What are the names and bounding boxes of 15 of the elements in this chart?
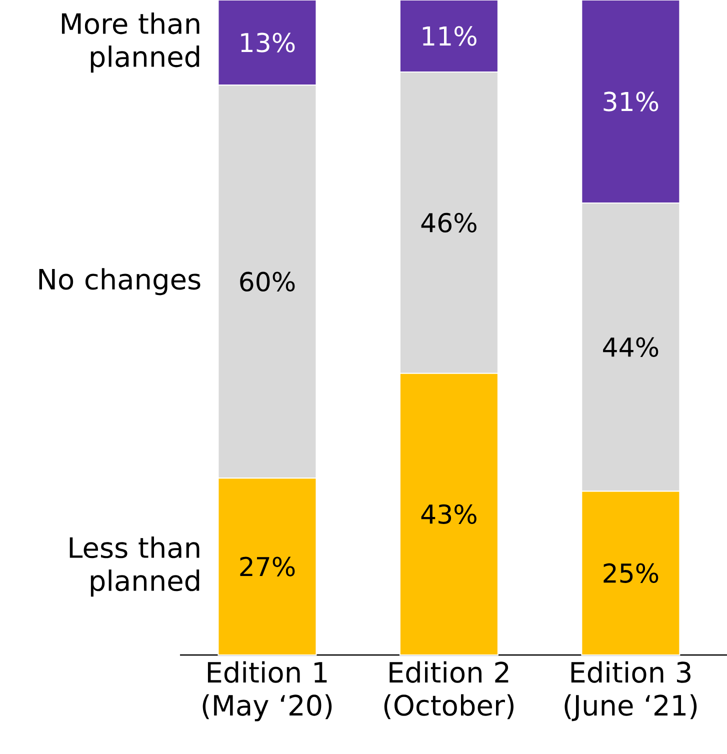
x-tick-label: Edition 2 (October) [384,661,514,720]
x-tick-label: Edition 3 (June ‘21) [564,661,697,722]
data-label: 46% [421,212,476,233]
series-label: Less than planned [70,536,200,597]
data-label: 11% [422,26,476,46]
data-label: 31% [604,92,658,112]
series-label: More than planned [62,12,200,73]
data-label: 43% [421,504,476,524]
data-label: 13% [241,32,295,52]
data-label: 60% [240,272,295,292]
series-label: No changes [39,268,200,296]
data-label: 27% [240,556,295,576]
data-label: 44% [603,337,658,357]
data-label: 25% [604,563,658,583]
x-tick-label: Edition 1 (May ‘20) [202,661,332,722]
